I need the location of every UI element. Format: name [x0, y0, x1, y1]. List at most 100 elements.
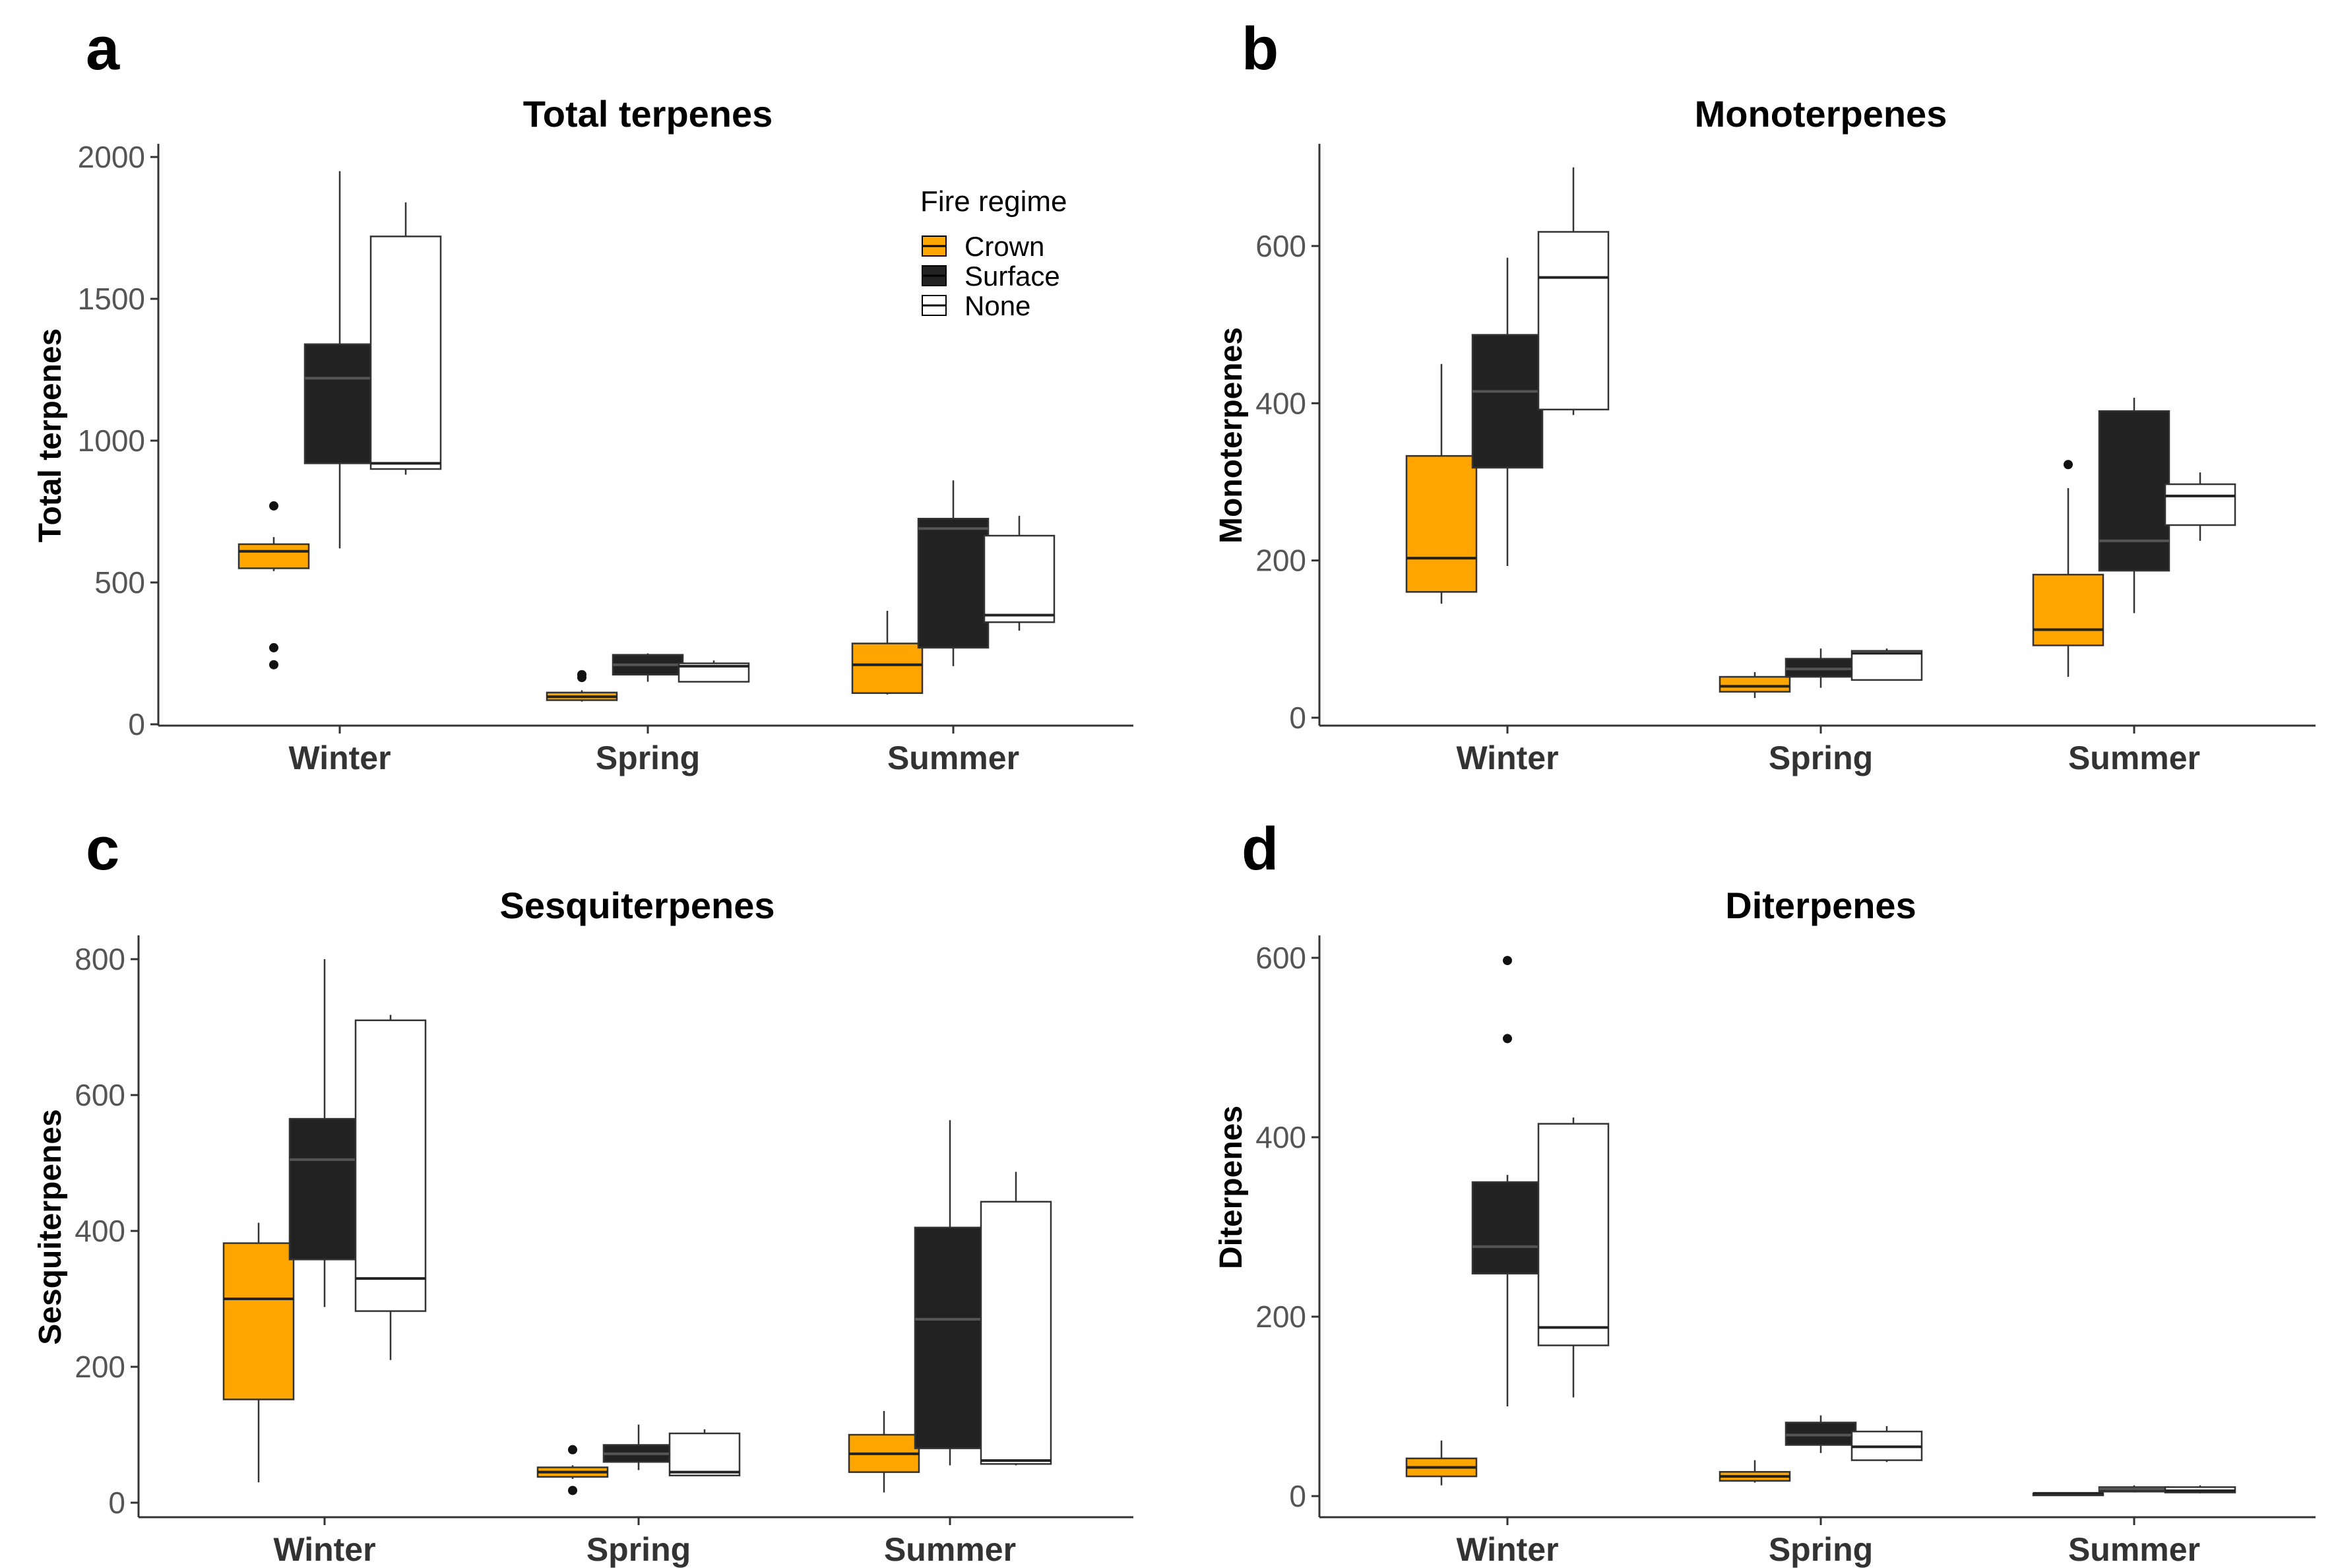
box-body — [1537, 231, 1610, 411]
box-surface-winter — [1471, 257, 1544, 566]
outlier-point — [577, 670, 586, 679]
x-tick-label: Winter — [1456, 739, 1558, 776]
y-tick-label: 200 — [75, 1350, 125, 1384]
box-surface-spring — [1785, 648, 1857, 688]
box-body — [980, 1201, 1052, 1465]
box-surface-winter — [303, 171, 376, 549]
plot-area-d: 0 200 400 600 Winter Spring Summer — [1255, 935, 2316, 1568]
box-crown-winter — [1405, 1440, 1478, 1486]
box-none-winter — [1537, 1117, 1610, 1398]
y-tick-label: 0 — [1289, 701, 1306, 735]
y-tick-label: 600 — [75, 1078, 125, 1112]
x-tick-label: Summer — [2068, 1531, 2200, 1568]
box-crown-spring — [536, 1445, 609, 1495]
outlier-point — [269, 660, 278, 670]
y-tick-label: 0 — [108, 1486, 125, 1520]
plot-area-b: 0 200 400 600 Winter Spring Summer — [1255, 144, 2316, 776]
box-crown-summer — [2032, 460, 2104, 677]
legend-label-surface: Surface — [964, 261, 1060, 292]
panel-letter-c: c — [86, 815, 119, 883]
box-none-spring — [1850, 648, 1923, 681]
box-body — [1719, 675, 1791, 693]
legend-title: Fire regime — [920, 185, 1067, 218]
y-tick-label: 0 — [1289, 1479, 1306, 1513]
box-surface-summer — [917, 480, 990, 666]
box-body — [2098, 410, 2170, 572]
y-axis-title-c: Sesquiterpenes — [33, 1109, 68, 1344]
box-surface-winter — [288, 959, 361, 1307]
x-tick-label: Spring — [596, 739, 700, 776]
y-axis-title-a: Total terpenes — [33, 329, 68, 543]
box-surface-summer — [914, 1120, 986, 1466]
box-surface-summer — [2098, 397, 2170, 613]
y-tick-label: 0 — [128, 707, 145, 741]
y-tick-label: 800 — [75, 942, 125, 976]
box-none-winter — [1537, 167, 1610, 416]
panel-title-c: Sesquiterpenes — [499, 885, 774, 926]
box-crown-spring — [546, 670, 618, 702]
box-body — [303, 343, 376, 464]
box-body — [917, 518, 990, 649]
y-tick-label: 400 — [1255, 1120, 1306, 1154]
box-surface-spring — [1785, 1415, 1857, 1453]
x-tick-label: Winter — [288, 739, 391, 776]
outlier-point — [1503, 1034, 1512, 1044]
legend-label-crown: Crown — [964, 231, 1044, 262]
legend-label-none: None — [964, 290, 1030, 321]
box-crown-spring — [1719, 672, 1791, 699]
panel-letter-a: a — [86, 15, 120, 82]
box-body — [668, 1432, 741, 1477]
box-body — [1850, 650, 1923, 681]
legend-item-none: None — [922, 290, 1030, 321]
panel-letter-d: d — [1242, 815, 1279, 883]
x-tick-label: Winter — [1456, 1531, 1558, 1568]
y-tick-label: 400 — [1255, 386, 1306, 420]
box-body — [1471, 334, 1544, 469]
x-tick-label: Spring — [1769, 1531, 1873, 1568]
box-body — [1785, 1422, 1857, 1446]
panel-title-d: Diterpenes — [1725, 885, 1916, 926]
panel-d: d Diterpenes Diterpenes 0 200 400 600 Winter… — [1214, 815, 2316, 1568]
y-tick-label: 500 — [94, 565, 145, 600]
box-body — [222, 1242, 295, 1400]
box-crown-winter — [222, 1222, 295, 1483]
panel-title-a: Total terpenes — [523, 93, 773, 135]
y-axis-title-d: Diterpenes — [1214, 1106, 1249, 1269]
box-none-summer — [2164, 1485, 2236, 1493]
outlier-point — [568, 1486, 577, 1495]
box-crown-summer — [2032, 1491, 2104, 1497]
outlier-point — [269, 501, 278, 511]
y-axis-title-b: Monoterpenes — [1214, 327, 1249, 544]
box-none-winter — [369, 202, 442, 475]
y-tick-label: 600 — [1255, 229, 1306, 263]
box-body — [1405, 455, 1478, 593]
x-tick-label: Spring — [586, 1531, 691, 1568]
box-surface-spring — [612, 653, 684, 682]
panel-letter-b: b — [1242, 15, 1279, 82]
box-surface-winter — [1471, 956, 1544, 1406]
outlier-point — [568, 1445, 577, 1455]
box-body — [1471, 1181, 1544, 1274]
box-body — [914, 1226, 986, 1449]
box-body — [288, 1117, 361, 1261]
outlier-point — [2064, 460, 2073, 470]
plot-area-a: 0 500 1000 1500 2000 Winter Spring Summer — [78, 140, 1133, 776]
plot-area-c: 0 200 400 600 800 Winter Spring Summer — [75, 935, 1133, 1568]
x-tick-label: Spring — [1769, 739, 1873, 776]
box-crown-summer — [851, 611, 924, 695]
panel-b: b Monoterpenes Monoterpenes 0 200 400 600 Wi… — [1214, 15, 2316, 776]
box-body — [237, 543, 310, 569]
box-body — [983, 534, 1056, 623]
y-tick-label: 600 — [1255, 941, 1306, 975]
x-tick-label: Summer — [887, 739, 1019, 776]
box-body — [369, 235, 442, 470]
y-tick-label: 400 — [75, 1214, 125, 1248]
box-body — [354, 1019, 427, 1312]
panel-title-b: Monoterpenes — [1695, 93, 1947, 135]
panel-c: c Sesquiterpenes Sesquiterpenes 0 200 400 6… — [33, 815, 1133, 1568]
box-crown-winter — [237, 501, 310, 670]
y-tick-label: 1000 — [78, 423, 145, 458]
outlier-point — [269, 643, 278, 652]
x-tick-label: Summer — [2068, 739, 2200, 776]
